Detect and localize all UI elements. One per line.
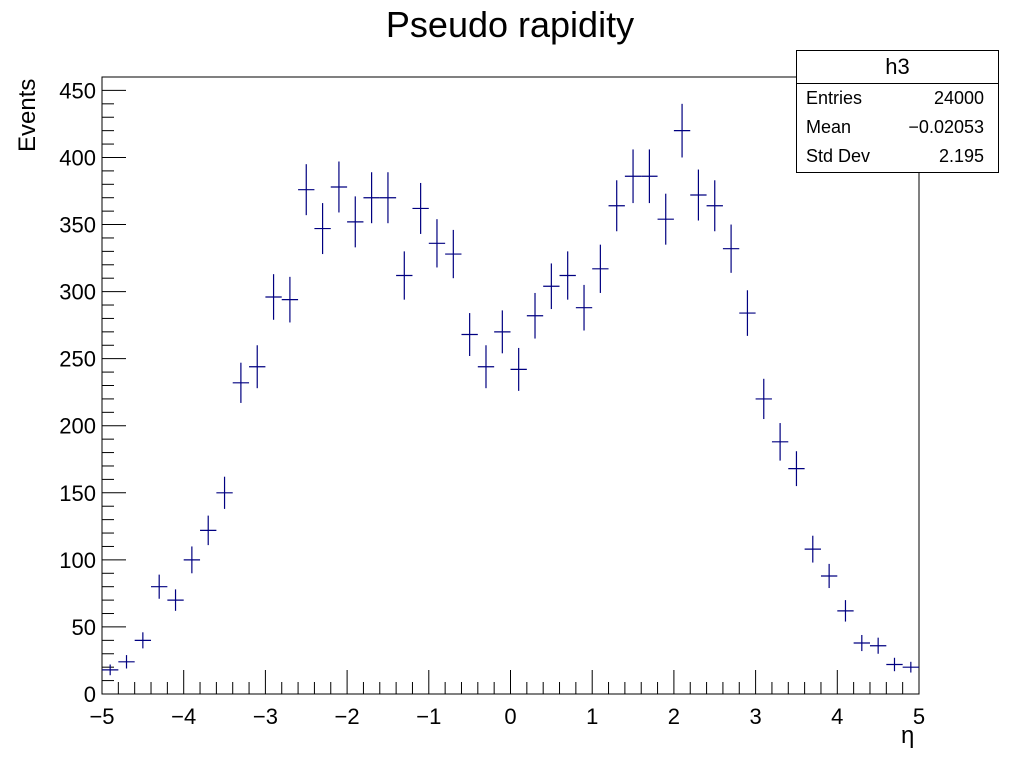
data-point [820,563,838,589]
x-tick-label: 5 [913,704,925,729]
y-axis: 0 50 100 150 200 250 300 350 400 450 [59,76,126,707]
stats-stddev-row: Std Dev 2.195 [797,142,998,171]
data-point [477,345,495,389]
data-point [526,292,544,339]
data-point [592,244,609,293]
data-point [134,632,152,649]
chart-title: Pseudo rapidity [385,4,635,45]
stats-entries-value: 24000 [933,88,984,108]
data-point [379,172,397,224]
data-point [722,224,740,273]
stats-mean-value: −0.02053 [908,117,984,137]
data-point [690,169,707,221]
data-point [347,196,364,248]
data-point [673,103,691,158]
data-point [837,600,854,622]
data-point [641,149,658,204]
data-point [363,172,380,224]
y-tick-label: 150 [59,481,96,506]
data-point [461,313,478,356]
stats-stddev-value: 2.195 [938,146,984,166]
data-point [510,347,527,391]
data-point [755,378,772,420]
y-tick-label: 100 [59,548,96,573]
data-point [575,284,593,331]
stats-mean-row: Mean −0.02053 [797,113,998,142]
data-point [249,345,266,389]
data-point [396,251,413,300]
data-point [706,180,723,232]
data-point [281,276,299,323]
stats-box: h3 Entries 24000 Mean −0.02053 Std Dev 2… [796,50,999,173]
data-point [102,664,119,676]
data-point [445,229,462,279]
data-point [232,362,250,403]
data-point [902,661,919,673]
data-point [298,164,315,216]
data-point [788,451,805,487]
y-tick-label: 350 [59,213,96,238]
data-points [102,103,919,676]
x-tick-label: 4 [831,704,843,729]
data-point [886,657,903,672]
data-point [543,263,560,310]
stats-entries-row: Entries 24000 [797,84,998,113]
x-tick-label: −5 [89,704,114,729]
stats-stddev-label: Std Dev [806,146,871,166]
y-axis-label: Events [14,78,41,152]
y-tick-label: 250 [59,347,96,372]
data-point [624,149,642,204]
data-point [265,274,282,320]
x-axis-label: η [901,722,915,749]
stats-box-title: h3 [797,51,998,84]
x-tick-label: −1 [416,704,441,729]
data-point [330,161,348,213]
data-point [804,535,821,563]
data-point [151,574,168,599]
x-tick-label: −3 [253,704,278,729]
y-tick-label: 450 [59,78,96,103]
y-tick-label: 400 [59,145,96,170]
y-tick-label: 300 [59,280,96,305]
data-point [771,423,789,461]
x-tick-label: −4 [171,704,196,729]
data-point [200,515,217,546]
data-point [853,634,870,652]
x-axis: −5 −4 −3 −2 −1 0 1 2 3 4 5 [89,670,925,729]
data-point [559,251,576,300]
y-tick-label: 0 [84,682,96,707]
y-tick-label: 200 [59,414,96,439]
x-tick-label: −2 [335,704,360,729]
x-tick-label: 1 [586,704,598,729]
data-point [494,310,511,354]
data-point [412,182,429,234]
x-tick-label: 3 [749,704,761,729]
stats-mean-label: Mean [806,117,852,137]
x-tick-label: 2 [668,704,680,729]
data-point [167,589,184,611]
data-point [183,546,201,574]
y-tick-label: 50 [72,615,96,640]
data-point [869,637,887,654]
x-tick-label: 0 [504,704,516,729]
data-point [216,476,233,509]
stats-entries-label: Entries [806,88,863,108]
data-point [314,203,331,255]
data-point [739,290,756,336]
data-point [428,219,446,268]
data-point [657,193,674,245]
data-point [608,180,625,232]
data-point [118,655,135,669]
